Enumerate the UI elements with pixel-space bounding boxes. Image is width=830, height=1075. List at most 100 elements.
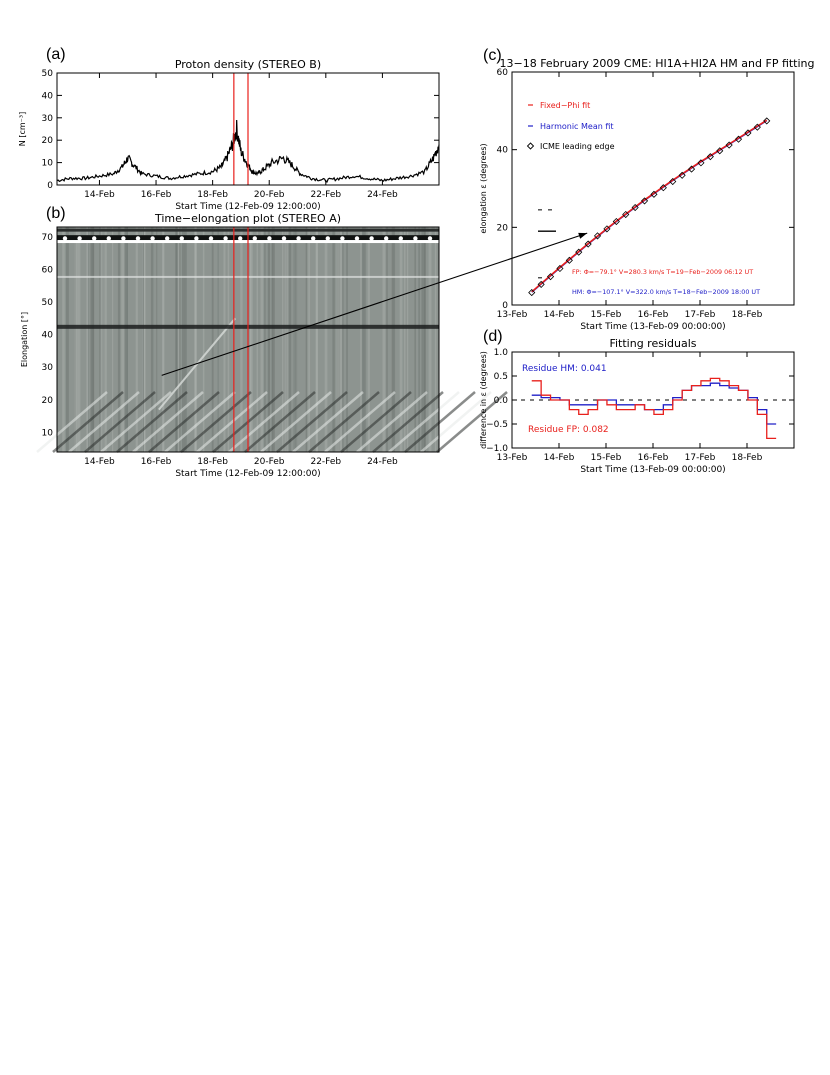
x-tick-label: 14-Feb [84,190,115,200]
x-tick-label: 18-Feb [197,457,228,467]
y-tick-label: 0 [47,181,53,191]
y-tick-label: 20 [42,396,54,406]
y-tick-label: 60 [497,68,509,78]
heatmap-star [311,236,316,241]
y-tick-label: 0.5 [494,372,508,382]
panel-label-b: (b) [46,205,66,222]
y-tick-label: 40 [42,331,54,341]
heatmap-star [179,236,184,241]
legend-swatch [526,142,535,150]
x-tick-label: 15-Feb [591,453,622,463]
connector-arrowhead [578,232,588,239]
heatmap-star [369,236,374,241]
heatmap-star [427,236,433,241]
y-tick-label: 20 [497,223,509,233]
heatmap-track [116,391,188,453]
heatmap-star [165,236,170,241]
leading-edge-point [744,129,752,137]
y-tick-label: 10 [42,428,54,438]
panel-label-d: (d) [483,328,503,345]
x-tick-label: 17-Feb [685,453,716,463]
heatmap-star [252,236,257,241]
y-tick-label: 30 [42,363,54,373]
plot-frame [511,71,795,306]
fp-annotation: FP: Φ=−79.1° V=280.3 km/s T=19−Feb−2009 … [572,268,753,276]
heatmap-track [68,391,140,453]
hm-annotation: HM: Φ=−107.1° V=322.0 km/s T=18−Feb−2009… [572,288,760,296]
y-tick-label: 50 [42,298,54,308]
heatmap-track [420,391,492,453]
x-tick-label: 20-Feb [254,457,285,467]
y-axis-label: Elongation [°] [20,312,29,367]
heatmap-track [372,391,444,453]
chart-title: Time−elongation plot (STEREO A) [154,212,341,225]
heatmap-star [135,236,141,241]
plot-frame [56,226,440,453]
x-tick-label: 18-Feb [732,310,763,320]
leading-edge-point [716,147,724,155]
heatmap-star [281,236,287,241]
hm-residue-label: Residue HM: 0.041 [522,364,607,374]
heatmap-star [62,236,68,241]
panel-b: (b) Time−elongation plot (STEREO A) 14-Feb… [20,205,508,479]
leading-edge-point [734,135,743,143]
leading-edge-point [669,177,677,186]
fp-residual-line [531,377,777,440]
heatmap-track [180,391,252,453]
leading-edge-point [706,153,714,161]
heatmap-track [244,391,316,453]
y-axis-label: elongation ε (degrees) [479,143,488,233]
leading-edge-point [612,217,620,226]
y-tick-label: 20 [42,136,54,146]
x-tick-label: 20-Feb [254,190,285,200]
y-tick-label: 30 [42,114,54,124]
heatmap-track [100,391,172,453]
plot-frame [56,72,440,186]
x-tick-label: 16-Feb [638,453,669,463]
x-tick-label: 18-Feb [732,453,763,463]
heatmap-track [276,391,348,453]
y-tick-label: 40 [497,146,509,156]
x-tick-label: 24-Feb [367,457,398,467]
heatmap-star [267,236,272,241]
chart-title: 13−18 February 2009 CME: HI1A+HI2A HM an… [499,57,814,70]
leading-edge-point [565,256,573,264]
x-tick-label: 16-Feb [638,310,669,320]
leading-edge-point [603,225,611,233]
leading-edge-point [725,141,733,149]
leading-edge-point [659,184,667,192]
panel-d: (d) Fitting residuals 13-Feb 14-Feb 15-Feb 16… [479,328,795,475]
connector-arrow [161,232,588,376]
panel-label-c: (c) [483,47,502,64]
heatmap-track [324,391,396,453]
heatmap-track [260,391,332,453]
y-tick-label: 1.0 [494,348,509,358]
heatmap-track [404,391,476,453]
heatmap-star [340,236,345,241]
heatmap-track [52,391,124,453]
heatmap-star [354,236,360,241]
leading-edge-point [650,190,658,198]
y-tick-label: −0.5 [486,420,508,430]
y-tick-label: −1.0 [486,444,508,454]
heatmap-track [148,391,220,453]
density-line [56,119,440,183]
heatmap-star [77,236,82,241]
y-axis-label: difference in ε (degrees) [479,351,488,449]
y-tick-label: 40 [42,91,54,101]
x-tick-label: 17-Feb [685,310,716,320]
x-axis-label: Start Time (13-Feb-09 00:00:00) [580,465,725,475]
leading-edge-point [631,203,639,212]
leading-edge-point [584,240,592,248]
heatmap-star [208,236,214,241]
chart-title: Fitting residuals [609,337,696,350]
heatmap-track [356,391,428,453]
x-tick-label: 13-Feb [497,310,528,320]
heatmap-track [84,391,156,453]
x-tick-label: 16-Feb [141,190,172,200]
x-tick-label: 14-Feb [544,453,575,463]
heatmap-star [296,236,301,241]
heatmap-track [340,391,412,453]
x-tick-label: 16-Feb [141,457,172,467]
heatmap-star [223,236,228,241]
